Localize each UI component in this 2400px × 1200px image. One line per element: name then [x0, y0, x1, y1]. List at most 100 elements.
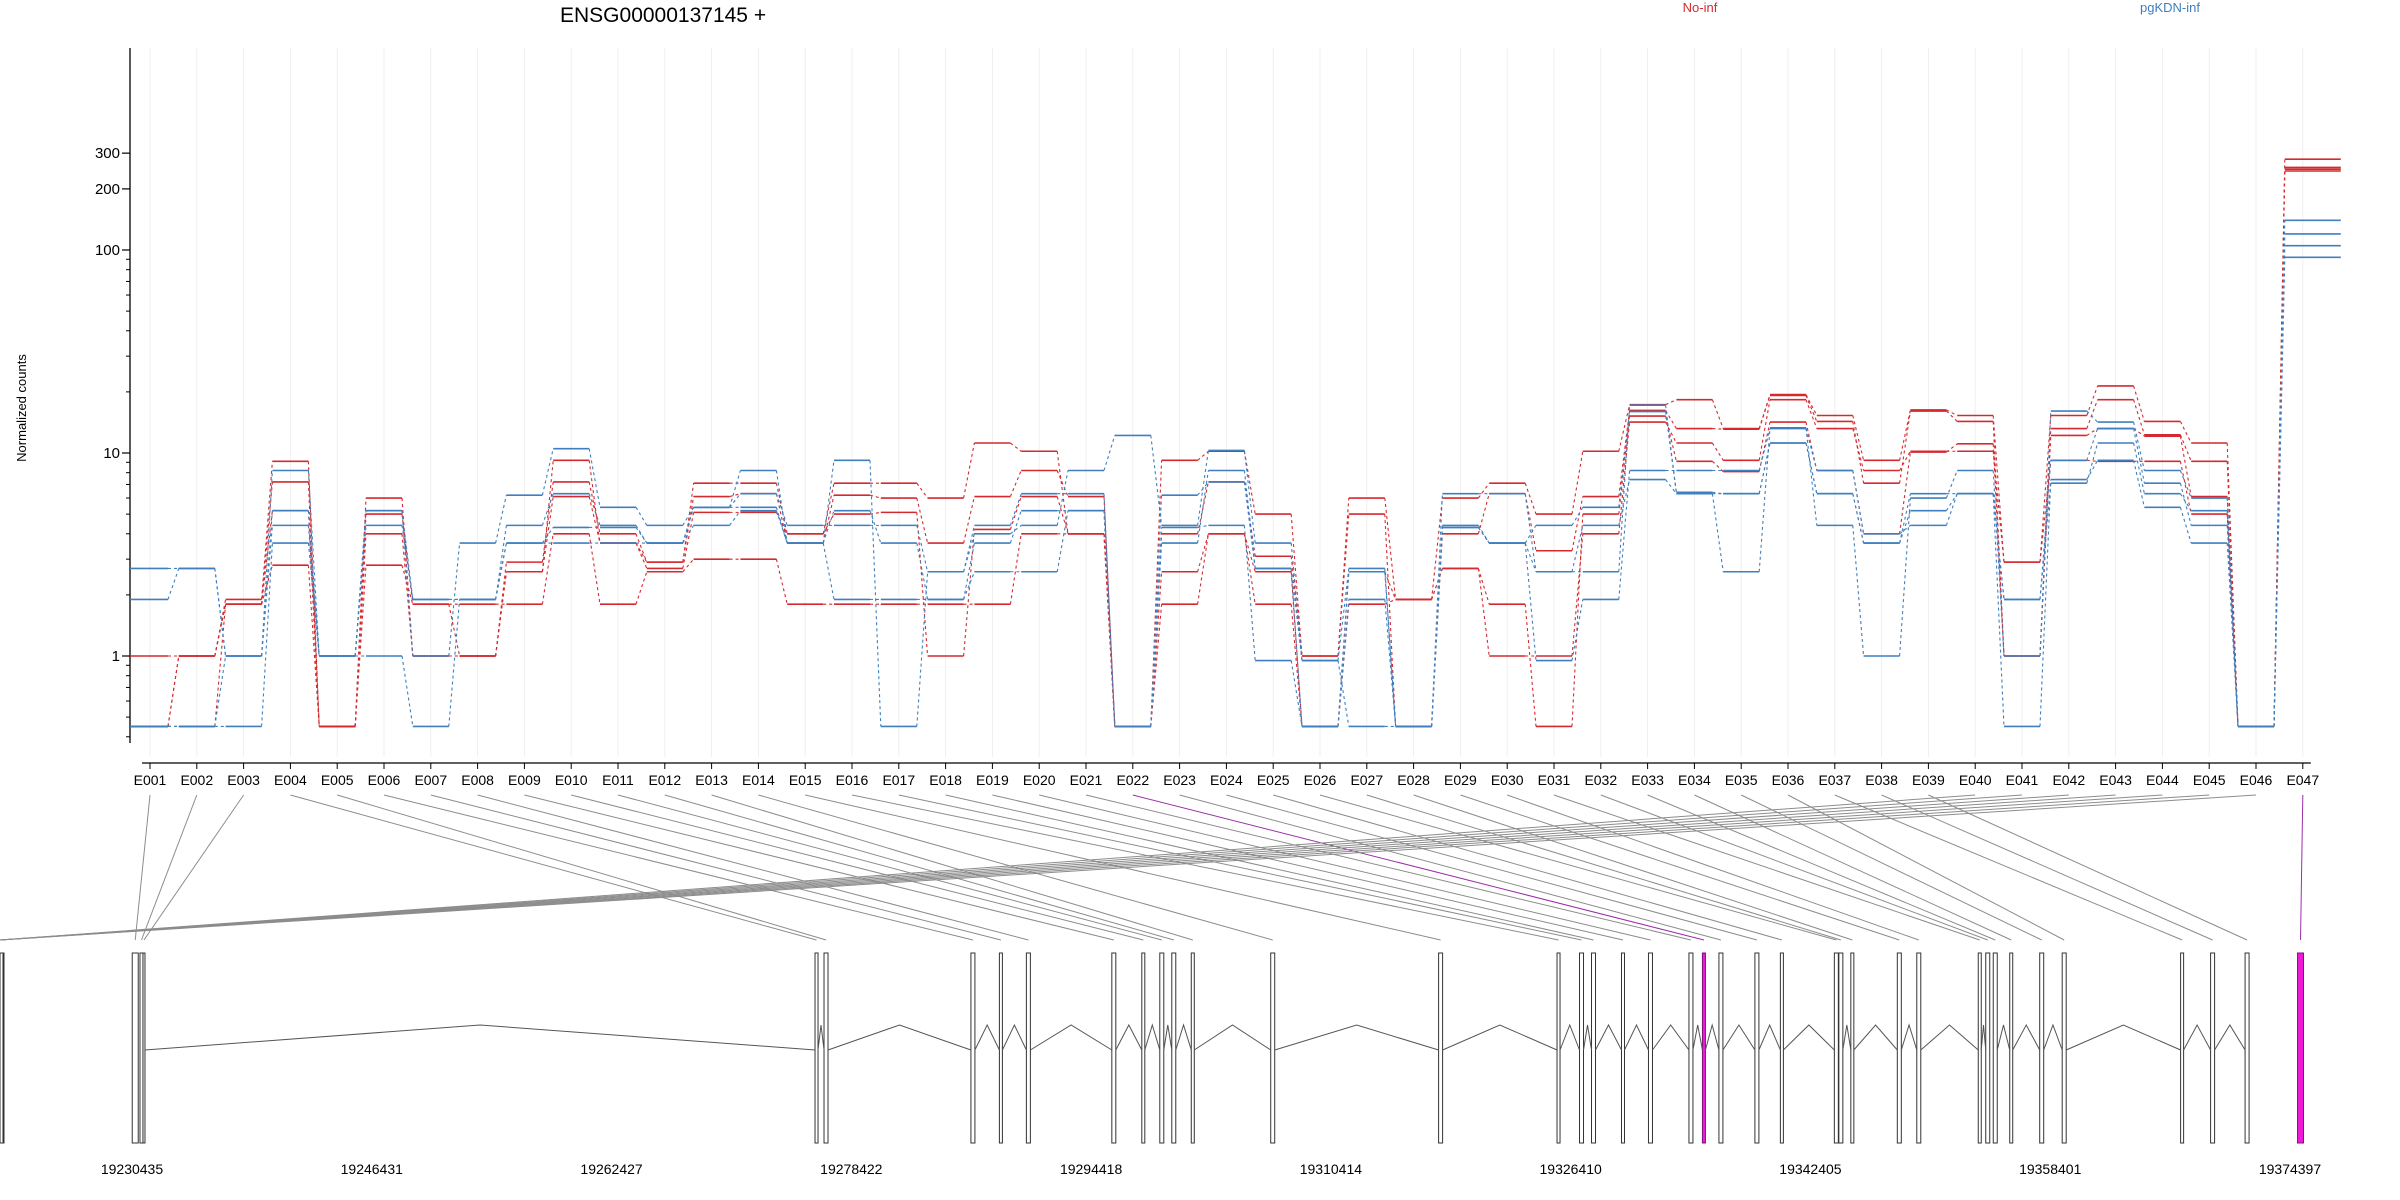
data-connector	[401, 533, 414, 657]
x-tick-label: E044	[2146, 772, 2179, 788]
data-connector	[1477, 525, 1490, 544]
data-connector	[1571, 451, 1584, 515]
data-connector	[1571, 599, 1584, 661]
data-connector	[1992, 470, 2005, 657]
data-connector	[1103, 493, 1116, 727]
data-connector	[1290, 514, 1303, 657]
y-tick-label: 100	[95, 242, 120, 259]
y-axis: 1 10 100 200 300	[95, 48, 131, 743]
exon-box-E018	[1591, 952, 1597, 1144]
data-connector	[1665, 411, 1677, 493]
x-tick-label: E020	[1023, 772, 1056, 788]
exon-connector-E013	[711, 794, 1193, 941]
x-tick-label: E024	[1210, 772, 1243, 788]
data-connector	[1618, 416, 1631, 515]
x-tick-label: E016	[836, 772, 869, 788]
intron-line	[2043, 1023, 2063, 1051]
intron-line	[974, 1023, 1000, 1051]
data-connector	[1477, 568, 1490, 657]
data-connector	[1431, 568, 1443, 600]
x-tick-label: E019	[976, 772, 1009, 788]
data-connector	[1009, 496, 1022, 530]
data-connector	[2086, 442, 2099, 484]
data-connector	[1477, 568, 1490, 605]
exon-box-E006	[970, 952, 976, 1144]
data-connector	[261, 510, 273, 657]
data-connector	[1711, 442, 1724, 461]
x-tick-label: E047	[2286, 772, 2319, 788]
data-connector	[1899, 409, 1911, 461]
data-connector	[1618, 470, 1631, 600]
exon-connector-E009	[524, 794, 1114, 941]
exon-box-E047	[2297, 952, 2304, 1144]
data-connector	[1243, 525, 1256, 661]
data-connector	[307, 510, 320, 727]
data-connector	[1290, 604, 1303, 727]
intron-line	[1163, 1024, 1173, 1051]
data-connector	[916, 525, 929, 572]
data-connector	[1852, 525, 1865, 657]
series-No-inf	[130, 170, 2341, 728]
x-axis: E001 E002 E003 E004 E005 E006 E007 E008 E009 E010…	[134, 762, 2319, 788]
x-tick-label: E017	[882, 772, 915, 788]
y-tick-label: 10	[103, 445, 120, 462]
data-connector	[1290, 556, 1303, 657]
data-connector	[541, 496, 554, 572]
data-connector	[775, 493, 788, 544]
data-connector	[495, 542, 507, 600]
intron-line	[1652, 1024, 1690, 1051]
data-connector	[1805, 421, 1818, 471]
data-connector	[2039, 460, 2052, 600]
x-tick-label: E045	[2193, 772, 2226, 788]
exon-connector-E025	[1273, 794, 1783, 941]
data-connector	[1197, 533, 1209, 605]
data-connector	[2179, 507, 2192, 544]
data-connector	[682, 507, 695, 526]
x-tick-label: E021	[1070, 772, 1103, 788]
gene-model	[0, 952, 2304, 1144]
data-connector	[261, 525, 273, 657]
data-connector	[495, 525, 507, 600]
data-connector	[1197, 450, 1209, 461]
exon-connector-E003	[143, 794, 245, 941]
x-tick-label: E006	[368, 772, 401, 788]
data-connector	[1712, 427, 1724, 430]
intron-line	[1193, 1024, 1271, 1051]
x-tick-label: E014	[742, 772, 775, 788]
data-connector	[307, 565, 320, 727]
exon-connector-E004	[290, 794, 817, 941]
exon-box-E039	[2244, 952, 2250, 1144]
intron-line	[1900, 1023, 1918, 1051]
data-connector	[261, 461, 273, 600]
exon-connector-E040	[0, 794, 1976, 941]
data-connector	[1009, 533, 1022, 605]
exon-connector-E012	[664, 794, 1174, 941]
data-connector	[1758, 442, 1771, 494]
data-connector	[354, 525, 367, 657]
data-connector	[1618, 411, 1631, 508]
y-tick-label: 1	[112, 648, 120, 665]
data-connector	[1524, 483, 1537, 515]
data-connector	[1477, 482, 1490, 499]
x-tick-label: E037	[1818, 772, 1851, 788]
data-connector	[775, 507, 788, 544]
data-connector	[1197, 524, 1209, 528]
data-connector	[1899, 497, 1911, 657]
exon-connector-E043	[0, 794, 2116, 941]
intron-line	[1996, 1024, 2011, 1051]
data-connector	[261, 510, 273, 605]
exon-box-E035	[2039, 952, 2045, 1144]
data-connector	[1197, 450, 1209, 526]
y-tick-label: 200	[95, 181, 120, 198]
data-connector	[1992, 451, 2005, 563]
data-connector	[2179, 434, 2192, 462]
x-tick-label: E029	[1444, 772, 1477, 788]
data-connector	[2133, 399, 2145, 435]
data-connector	[963, 496, 975, 544]
exon-connector-E044	[0, 794, 2163, 941]
data-connector	[1337, 571, 1350, 727]
intron-line	[1175, 1023, 1192, 1051]
genomic-tick-label: 19278422	[820, 1161, 883, 1177]
data-connector	[1524, 493, 1537, 572]
data-connector	[1665, 479, 1677, 495]
